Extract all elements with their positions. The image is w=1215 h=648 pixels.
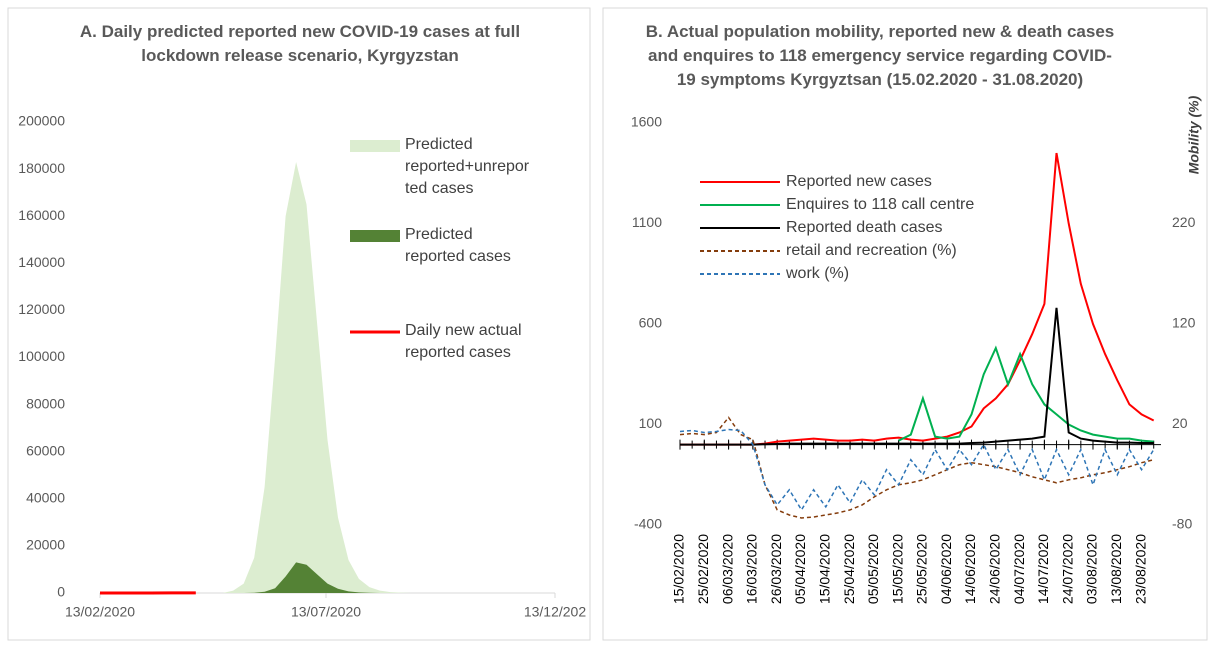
x-tick-label: 05/04/2020 <box>792 534 808 604</box>
chart-title: B. Actual population mobility, reported … <box>645 22 1115 89</box>
x-tick-label: 13/02/2020 <box>65 604 135 620</box>
y2-axis-label: Mobility (%) <box>1186 95 1202 174</box>
y-tick-label: 140000 <box>18 254 65 270</box>
legend-label: Predicted reported+unreported cases <box>405 136 530 197</box>
y-tick-label: 160000 <box>18 207 65 223</box>
x-tick-label: 04/07/2020 <box>1011 534 1027 604</box>
legend-label: Reported new cases <box>786 173 932 190</box>
x-tick-label: 15/02/2020 <box>671 534 687 604</box>
x-tick-label: 26/03/2020 <box>768 534 784 604</box>
y-tick-label: 100000 <box>18 348 65 364</box>
panel-a-frame <box>7 7 591 641</box>
legend-label: Daily new actual reported cases <box>405 322 522 361</box>
line <box>679 428 1155 512</box>
y-tick-label: 120000 <box>18 301 65 317</box>
area <box>222 162 412 593</box>
y2-tick-label: 220 <box>1172 214 1196 230</box>
y2-tick-label: -80 <box>1172 516 1192 532</box>
x-tick-label: 14/07/2020 <box>1035 534 1051 604</box>
x-tick-label: 04/06/2020 <box>938 534 954 604</box>
area <box>222 562 412 593</box>
legend-swatch <box>350 140 400 152</box>
line <box>898 345 1154 443</box>
y-tick-label: 180000 <box>18 160 65 176</box>
legend-label: retail and recreation (%) <box>786 242 957 259</box>
x-tick-label: 25/02/2020 <box>695 534 711 604</box>
x-tick-label: 24/07/2020 <box>1059 534 1075 604</box>
line <box>679 416 1154 519</box>
y-tick-label: 20000 <box>26 537 65 553</box>
x-tick-label: 05/05/2020 <box>865 534 881 604</box>
x-tick-label: 06/03/2020 <box>719 534 735 604</box>
y-tick-label: 100 <box>639 415 663 431</box>
x-tick-label: 13/07/2020 <box>291 604 361 620</box>
x-tick-label: 15/04/2020 <box>816 534 832 604</box>
chart-title: A. Daily predicted reported new COVID-19… <box>79 22 521 65</box>
line <box>680 307 1154 446</box>
x-tick-label: 25/04/2020 <box>841 534 857 604</box>
x-tick-label: 25/05/2020 <box>914 534 930 604</box>
y-tick-label: 40000 <box>26 490 65 506</box>
y2-tick-label: 120 <box>1172 315 1196 331</box>
legend-label: Predicted reported cases <box>405 226 511 265</box>
x-tick-label: 23/08/2020 <box>1132 534 1148 604</box>
legend-label: Reported death cases <box>786 219 943 236</box>
legend-label: work (%) <box>786 265 850 282</box>
legend-swatch <box>350 230 400 242</box>
x-tick-label: 15/05/2020 <box>889 534 905 604</box>
x-tick-label: 24/06/2020 <box>987 534 1003 604</box>
y-tick-label: 1100 <box>632 214 662 230</box>
x-tick-label: 14/06/2020 <box>962 534 978 604</box>
x-tick-label: 03/08/2020 <box>1084 534 1100 604</box>
y-tick-label: 600 <box>639 315 663 331</box>
x-tick-label: 16/03/2020 <box>744 534 760 604</box>
panel-b-frame <box>602 7 1208 641</box>
x-tick-label: 13/08/2020 <box>1108 534 1124 604</box>
legend-label: Enquires to 118 call centre <box>786 196 975 213</box>
y-tick-label: 80000 <box>26 395 65 411</box>
y-tick-label: 1600 <box>631 114 662 130</box>
y-tick-label: 0 <box>57 584 65 600</box>
y-tick-label: 200000 <box>18 113 65 129</box>
y-tick-label: -400 <box>634 516 662 532</box>
y2-tick-label: 20 <box>1172 415 1188 431</box>
x-tick-label: 13/12/202 <box>524 604 586 620</box>
y-tick-label: 60000 <box>26 442 65 458</box>
